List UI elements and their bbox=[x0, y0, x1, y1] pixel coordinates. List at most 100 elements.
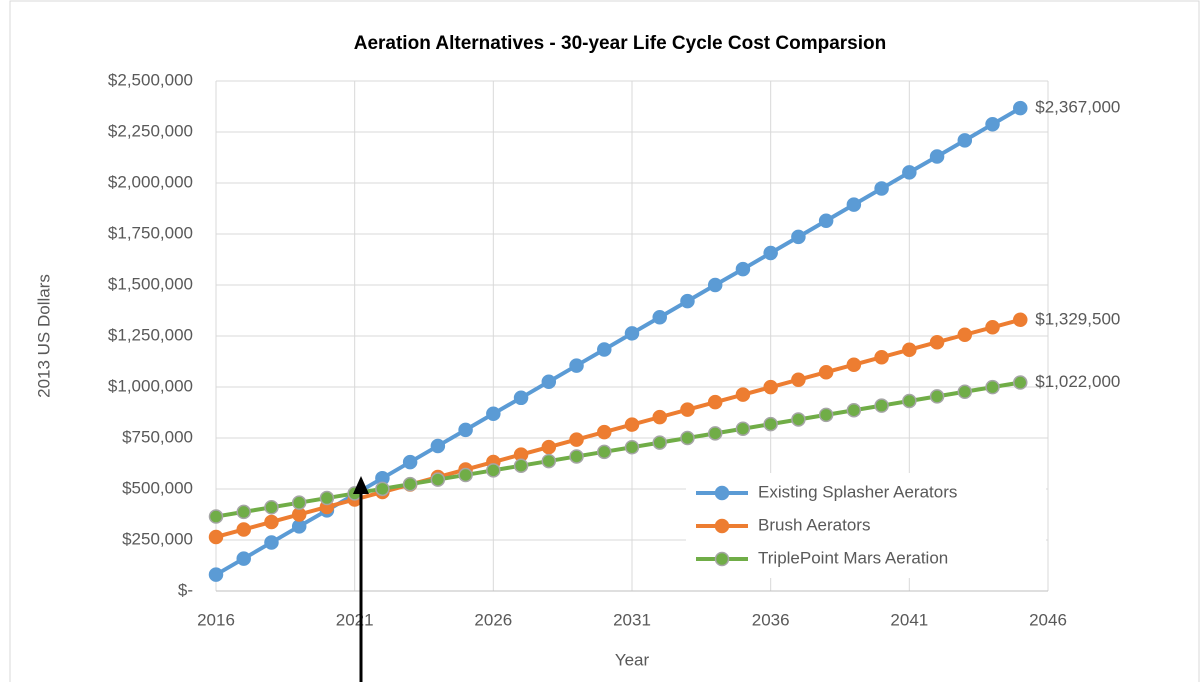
marker bbox=[791, 372, 806, 387]
marker bbox=[624, 326, 640, 341]
y-tick-label: $250,000 bbox=[122, 529, 193, 548]
marker bbox=[236, 522, 251, 537]
marker bbox=[430, 472, 446, 487]
marker bbox=[902, 165, 917, 180]
marker bbox=[264, 514, 279, 530]
marker bbox=[264, 535, 279, 550]
x-tick-label: 2021 bbox=[336, 610, 374, 629]
marker bbox=[624, 439, 640, 455]
marker bbox=[236, 504, 251, 520]
marker bbox=[597, 444, 612, 460]
marker bbox=[707, 426, 723, 441]
y-tick-label: $500,000 bbox=[122, 478, 193, 497]
marker bbox=[375, 481, 390, 497]
chart-title: Aeration Alternatives - 30-year Life Cyc… bbox=[354, 33, 887, 54]
marker bbox=[846, 197, 862, 212]
marker bbox=[541, 439, 557, 455]
marker bbox=[1013, 100, 1028, 116]
marker bbox=[569, 449, 584, 464]
chart-border bbox=[9, 0, 1200, 682]
marker bbox=[818, 213, 834, 228]
marker bbox=[846, 357, 862, 372]
marker bbox=[791, 229, 806, 245]
marker bbox=[1013, 312, 1028, 328]
marker bbox=[402, 476, 418, 492]
legend-marker bbox=[714, 551, 730, 567]
marker bbox=[1013, 375, 1028, 390]
marker bbox=[402, 454, 418, 470]
marker bbox=[707, 394, 723, 410]
marker bbox=[513, 390, 529, 406]
x-tick-label: 2041 bbox=[890, 610, 928, 629]
marker bbox=[874, 349, 889, 365]
y-tick-label: $2,250,000 bbox=[108, 121, 193, 140]
marker bbox=[458, 422, 473, 438]
y-tick-label: $750,000 bbox=[122, 427, 193, 446]
marker bbox=[319, 490, 335, 506]
x-tick-label: 2026 bbox=[474, 610, 512, 629]
marker bbox=[597, 424, 612, 440]
marker bbox=[929, 389, 945, 404]
marker bbox=[763, 245, 778, 261]
x-tick-label: 2016 bbox=[197, 610, 235, 629]
marker bbox=[735, 387, 751, 402]
marker bbox=[458, 467, 473, 483]
marker bbox=[652, 409, 667, 425]
legend-label: Existing Splasher Aerators bbox=[758, 482, 957, 501]
marker bbox=[735, 261, 751, 277]
marker bbox=[430, 438, 446, 454]
y-tick-label: $1,750,000 bbox=[108, 223, 193, 242]
marker bbox=[680, 430, 695, 446]
marker bbox=[763, 379, 778, 395]
x-axis-label: Year bbox=[615, 650, 650, 669]
marker bbox=[541, 374, 557, 389]
marker bbox=[957, 384, 973, 400]
x-tick-label: 2031 bbox=[613, 610, 651, 629]
marker bbox=[985, 116, 1000, 132]
y-tick-label: $2,500,000 bbox=[108, 70, 193, 89]
marker bbox=[818, 364, 834, 380]
marker bbox=[902, 342, 917, 357]
marker bbox=[291, 507, 307, 522]
legend: Existing Splasher Aerators Brush Aerators… bbox=[686, 473, 1046, 578]
marker bbox=[652, 309, 667, 325]
marker bbox=[735, 421, 751, 436]
marker bbox=[929, 334, 945, 350]
marker bbox=[208, 509, 224, 524]
marker bbox=[985, 379, 1000, 395]
legend-marker bbox=[714, 485, 730, 501]
marker bbox=[874, 398, 889, 413]
y-tick-label: $- bbox=[178, 580, 193, 599]
y-tick-label: $1,000,000 bbox=[108, 376, 193, 395]
marker bbox=[846, 402, 862, 418]
marker bbox=[569, 432, 584, 447]
legend-label: TriplePoint Mars Aeration bbox=[758, 548, 948, 567]
x-tick-label: 2046 bbox=[1029, 610, 1067, 629]
marker bbox=[236, 551, 251, 566]
legend-marker bbox=[714, 518, 730, 534]
marker bbox=[791, 412, 806, 427]
marker bbox=[957, 327, 973, 343]
marker bbox=[707, 277, 723, 293]
marker bbox=[680, 402, 695, 417]
marker bbox=[929, 149, 945, 164]
marker bbox=[291, 519, 307, 534]
x-tick-label: 2036 bbox=[752, 610, 790, 629]
data-label: $1,022,000 bbox=[1035, 372, 1120, 391]
marker bbox=[208, 567, 224, 582]
marker bbox=[291, 495, 307, 510]
y-tick-label: $2,000,000 bbox=[108, 172, 193, 191]
y-tick-label: $1,250,000 bbox=[108, 325, 193, 344]
data-label: $2,367,000 bbox=[1035, 98, 1120, 117]
marker bbox=[680, 293, 695, 309]
marker bbox=[818, 407, 834, 423]
marker bbox=[597, 342, 612, 357]
marker bbox=[541, 453, 557, 469]
legend-label: Brush Aerators bbox=[758, 515, 870, 534]
marker bbox=[486, 406, 501, 421]
marker bbox=[624, 417, 640, 432]
marker bbox=[569, 358, 584, 373]
y-axis-label: 2013 US Dollars bbox=[34, 274, 53, 398]
marker bbox=[486, 463, 501, 478]
